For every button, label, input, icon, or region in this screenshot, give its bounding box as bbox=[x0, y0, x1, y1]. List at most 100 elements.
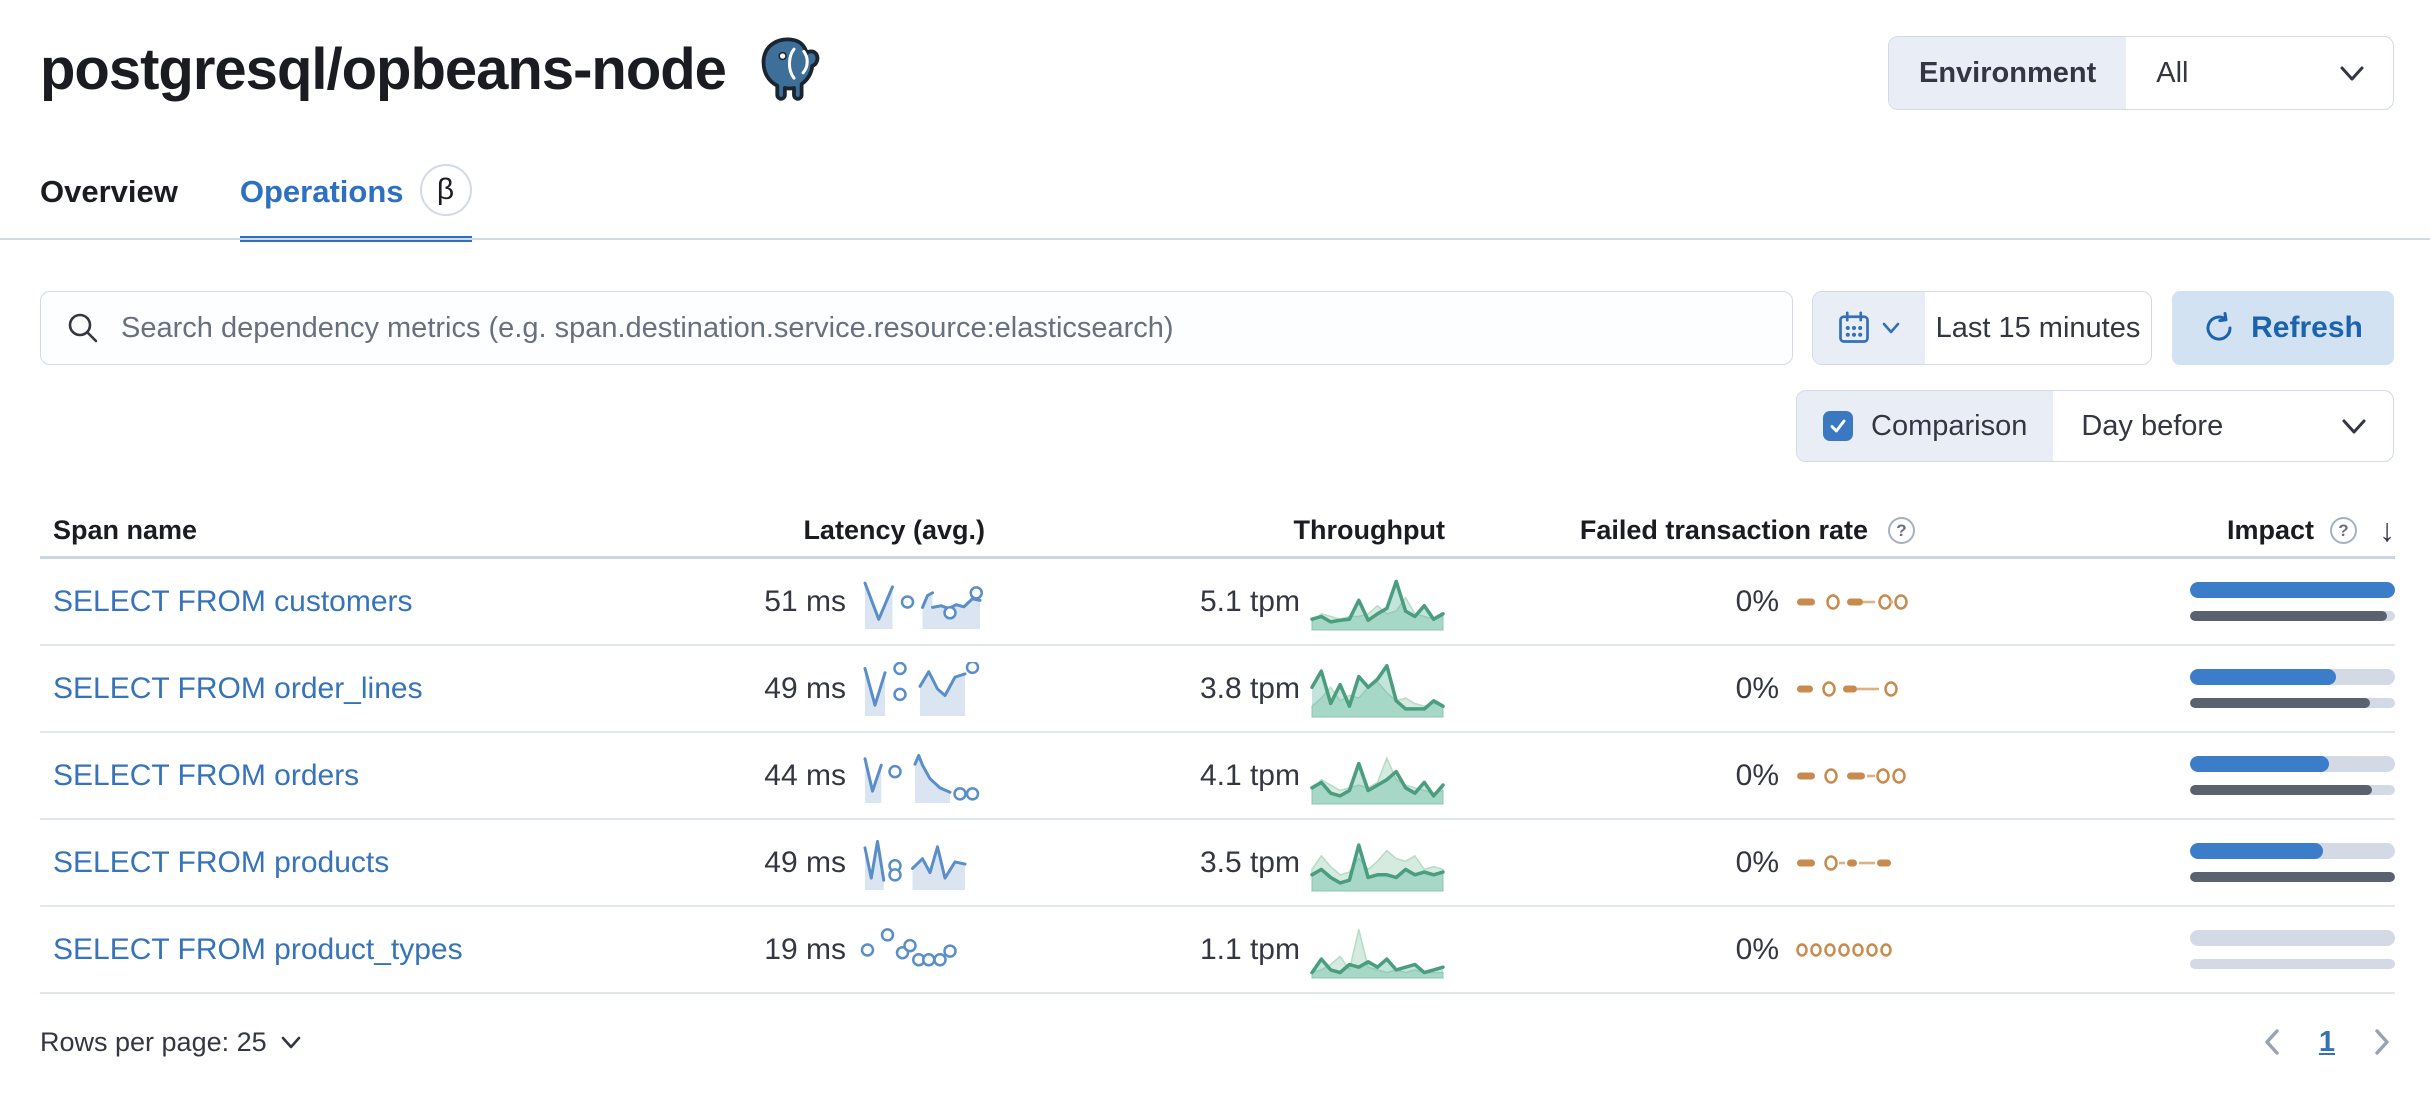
previous-page-button[interactable] bbox=[2259, 1025, 2285, 1059]
latency-value: 49 ms bbox=[764, 671, 846, 705]
col-header-impact[interactable]: Impact ? ↓ bbox=[1915, 512, 2395, 549]
table-row: SELECT FROM products 49 ms 3.5 tpm 0% bbox=[40, 820, 2395, 907]
refresh-label: Refresh bbox=[2251, 311, 2363, 344]
rows-per-page-button[interactable]: Rows per page: 25 bbox=[40, 1027, 303, 1058]
impact-cell bbox=[1915, 843, 2395, 882]
environment-value: All bbox=[2126, 37, 2393, 109]
throughput-cell: 3.8 tpm bbox=[985, 659, 1445, 719]
span-name-link[interactable]: SELECT FROM customers bbox=[53, 584, 413, 618]
latency-cell: 19 ms bbox=[565, 923, 985, 977]
col-header-latency[interactable]: Latency (avg.) bbox=[565, 515, 985, 546]
impact-cell bbox=[1915, 669, 2395, 708]
chevron-down-icon bbox=[2342, 419, 2366, 434]
span-name-cell: SELECT FROM customers bbox=[40, 585, 565, 619]
latency-cell: 49 ms bbox=[565, 661, 985, 716]
search-input[interactable] bbox=[121, 311, 1768, 345]
refresh-button[interactable]: Refresh bbox=[2172, 291, 2394, 365]
chevron-right-icon bbox=[2375, 1029, 2389, 1055]
throughput-cell: 4.1 tpm bbox=[985, 746, 1445, 806]
latency-value: 49 ms bbox=[764, 845, 846, 879]
comparison-checkbox[interactable] bbox=[1823, 411, 1853, 441]
chevron-down-icon bbox=[1882, 322, 1900, 334]
failed-rate-cell: 0% bbox=[1445, 582, 1915, 622]
comparison-label: Comparison bbox=[1871, 409, 2028, 442]
tab-operations-label: Operations bbox=[239, 174, 404, 209]
col-label: Impact bbox=[2226, 515, 2314, 545]
table-body: SELECT FROM customers 51 ms 5.1 tpm 0% bbox=[40, 559, 2395, 994]
impact-cell bbox=[1915, 756, 2395, 795]
chevron-down-icon bbox=[2340, 66, 2364, 81]
throughput-cell: 3.5 tpm bbox=[985, 833, 1445, 893]
span-name-link[interactable]: SELECT FROM order_lines bbox=[53, 671, 423, 705]
throughput-cell: 5.1 tpm bbox=[985, 572, 1445, 632]
search-box bbox=[40, 291, 1793, 365]
impact-bar-current bbox=[2190, 843, 2395, 859]
comparison-select[interactable]: Day before bbox=[2053, 391, 2393, 461]
throughput-value: 3.5 tpm bbox=[1199, 845, 1300, 879]
table-row: SELECT FROM order_lines 49 ms 3.8 tpm 0% bbox=[40, 646, 2395, 733]
refresh-icon bbox=[2206, 312, 2232, 341]
failed-rate-value: 0% bbox=[1735, 758, 1779, 792]
failed-rate-sparkline bbox=[1796, 942, 1892, 957]
span-name-link[interactable]: SELECT FROM orders bbox=[53, 758, 360, 792]
tab-operations[interactable]: Operations β bbox=[239, 164, 472, 242]
impact-bar-current bbox=[2190, 930, 2395, 946]
comparison-checkbox-group[interactable]: Comparison bbox=[1797, 391, 2054, 461]
check-icon bbox=[1830, 419, 1846, 433]
failed-rate-sparkline bbox=[1797, 854, 1891, 871]
span-name-cell: SELECT FROM orders bbox=[40, 759, 565, 793]
throughput-sparkline bbox=[1310, 928, 1445, 979]
latency-sparkline bbox=[860, 927, 957, 966]
latency-value: 19 ms bbox=[764, 932, 846, 966]
search-icon bbox=[68, 313, 98, 343]
calendar-icon bbox=[1839, 311, 1869, 343]
throughput-value: 4.1 tpm bbox=[1199, 758, 1300, 792]
date-picker[interactable]: Last 15 minutes bbox=[1812, 291, 2152, 365]
page-number-1[interactable]: 1 bbox=[2318, 1025, 2335, 1058]
latency-sparkline bbox=[863, 581, 983, 629]
failed-rate-cell: 0% bbox=[1445, 756, 1915, 796]
impact-bar-previous bbox=[2190, 959, 2395, 969]
span-name-link[interactable]: SELECT FROM product_types bbox=[53, 932, 463, 966]
span-name-link[interactable]: SELECT FROM products bbox=[53, 845, 390, 879]
impact-cell bbox=[1915, 930, 2395, 969]
failed-rate-sparkline bbox=[1797, 767, 1906, 784]
col-label: Failed transaction rate bbox=[1579, 515, 1868, 545]
impact-bar-current bbox=[2190, 582, 2395, 598]
date-picker-quick-select[interactable] bbox=[1813, 292, 1925, 364]
table-footer: Rows per page: 25 1 bbox=[40, 1012, 2395, 1072]
throughput-value: 5.1 tpm bbox=[1199, 584, 1300, 618]
environment-select[interactable]: Environment All bbox=[1888, 36, 2394, 110]
impact-bar-current bbox=[2190, 669, 2395, 685]
page-header: postgresql/opbeans-node bbox=[40, 26, 832, 112]
impact-bar-previous bbox=[2190, 698, 2395, 708]
latency-cell: 44 ms bbox=[565, 749, 985, 803]
failed-rate-cell: 0% bbox=[1445, 669, 1915, 709]
col-label: Span name bbox=[53, 515, 198, 545]
table-row: SELECT FROM customers 51 ms 5.1 tpm 0% bbox=[40, 559, 2395, 646]
chevron-down-icon bbox=[281, 1036, 300, 1049]
next-page-button[interactable] bbox=[2369, 1025, 2395, 1059]
latency-value: 44 ms bbox=[764, 758, 846, 792]
impact-bar-previous bbox=[2190, 611, 2395, 621]
col-label: Throughput bbox=[1293, 515, 1445, 545]
span-name-cell: SELECT FROM order_lines bbox=[40, 672, 565, 706]
throughput-cell: 1.1 tpm bbox=[985, 920, 1445, 980]
impact-bar-previous bbox=[2190, 785, 2395, 795]
span-name-cell: SELECT FROM product_types bbox=[40, 933, 565, 967]
tab-overview[interactable]: Overview bbox=[40, 174, 178, 242]
latency-sparkline bbox=[863, 839, 967, 890]
impact-bar-previous bbox=[2190, 872, 2395, 882]
failed-rate-value: 0% bbox=[1735, 671, 1779, 705]
beta-badge: β bbox=[419, 164, 472, 216]
col-header-throughput[interactable]: Throughput bbox=[985, 515, 1445, 546]
question-circle-icon: ? bbox=[1888, 517, 1915, 544]
col-header-failed-rate[interactable]: Failed transaction rate ? bbox=[1445, 515, 1915, 546]
latency-cell: 49 ms bbox=[565, 836, 985, 890]
time-range-value[interactable]: Last 15 minutes bbox=[1935, 311, 2141, 344]
failed-rate-value: 0% bbox=[1735, 845, 1779, 879]
col-header-span-name[interactable]: Span name bbox=[40, 515, 565, 546]
page-title: postgresql/opbeans-node bbox=[40, 36, 727, 102]
impact-bar-current bbox=[2190, 756, 2395, 772]
